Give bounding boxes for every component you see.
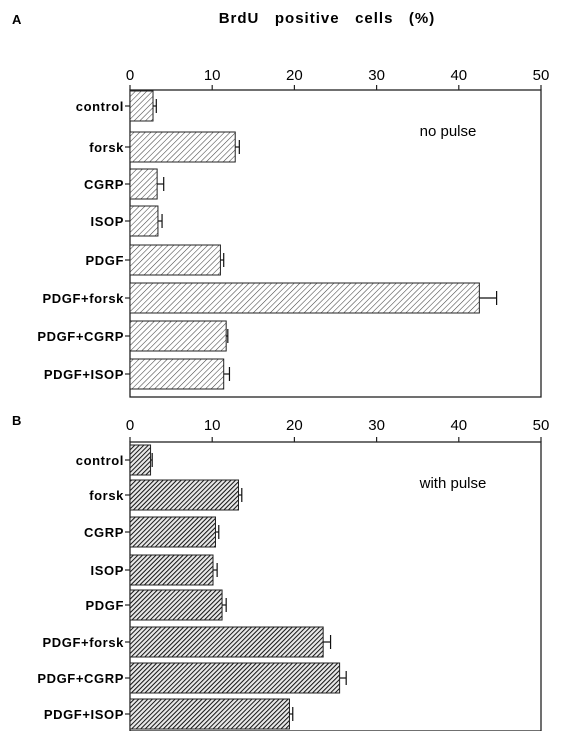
bar-isop bbox=[129, 205, 159, 237]
bar-forsk bbox=[129, 131, 236, 163]
plot-frame bbox=[129, 89, 542, 398]
category-label: PDGF+forsk bbox=[43, 291, 125, 306]
category-label: control bbox=[76, 99, 124, 114]
category-label: ISOP bbox=[91, 214, 124, 229]
panel-a: A 0 10 20 30 40 50 control forsk CGRP ISOP PDGF PDGF… bbox=[12, 12, 550, 398]
category-label: ISOP bbox=[91, 563, 124, 578]
bar-control bbox=[129, 90, 154, 122]
x-tick-label: 50 bbox=[533, 67, 550, 84]
x-tick-label: 10 bbox=[204, 417, 221, 434]
bar-pdgf bbox=[129, 244, 221, 276]
bar-cgrp bbox=[129, 168, 158, 200]
category-label: PDGF+ISOP bbox=[44, 707, 124, 722]
x-tick-label: 40 bbox=[450, 67, 467, 84]
category-label: forsk bbox=[89, 488, 124, 503]
bar-pdgf-isop bbox=[129, 698, 290, 730]
bar-control bbox=[129, 444, 152, 476]
bar-pdgf bbox=[129, 589, 223, 621]
category-label: CGRP bbox=[84, 525, 124, 540]
category-label: PDGF+forsk bbox=[43, 635, 125, 650]
bar-forsk bbox=[129, 479, 240, 511]
x-tick-label: 20 bbox=[286, 67, 303, 84]
bar-pdgf-cgrp bbox=[129, 320, 227, 352]
category-label: CGRP bbox=[84, 177, 124, 192]
x-tick-label: 10 bbox=[204, 67, 221, 84]
plot-frame bbox=[129, 441, 542, 731]
category-label: PDGF+CGRP bbox=[37, 671, 124, 686]
x-tick-label: 0 bbox=[126, 417, 134, 434]
panel-label-a: A bbox=[12, 12, 22, 27]
category-label: PDGF bbox=[85, 253, 124, 268]
category-label: PDGF+CGRP bbox=[37, 329, 124, 344]
bar-cgrp bbox=[129, 516, 216, 548]
x-tick-label: 30 bbox=[368, 417, 385, 434]
category-label: control bbox=[76, 453, 124, 468]
bar-pdgf-isop bbox=[129, 358, 225, 390]
x-tick-label: 40 bbox=[450, 417, 467, 434]
category-label: forsk bbox=[89, 140, 124, 155]
panel-annotation: no pulse bbox=[420, 123, 477, 140]
figure-title: BrdU positive cells (%) bbox=[219, 10, 436, 27]
bar-pdgf-cgrp bbox=[129, 662, 341, 694]
bar-pdgf-forsk bbox=[129, 626, 324, 658]
bar-isop bbox=[129, 554, 214, 586]
bar-pdgf-forsk bbox=[129, 282, 480, 314]
panel-annotation: with pulse bbox=[419, 475, 487, 492]
x-tick-label: 20 bbox=[286, 417, 303, 434]
category-label: PDGF bbox=[85, 598, 124, 613]
x-tick-label: 50 bbox=[533, 417, 550, 434]
x-tick-label: 30 bbox=[368, 67, 385, 84]
x-tick-label: 0 bbox=[126, 67, 134, 84]
category-label: PDGF+ISOP bbox=[44, 367, 124, 382]
panel-label-b: B bbox=[12, 413, 21, 428]
panel-b: B 0 10 20 30 40 50 control forsk CGRP ISOP PDGF PDGF… bbox=[12, 413, 549, 731]
